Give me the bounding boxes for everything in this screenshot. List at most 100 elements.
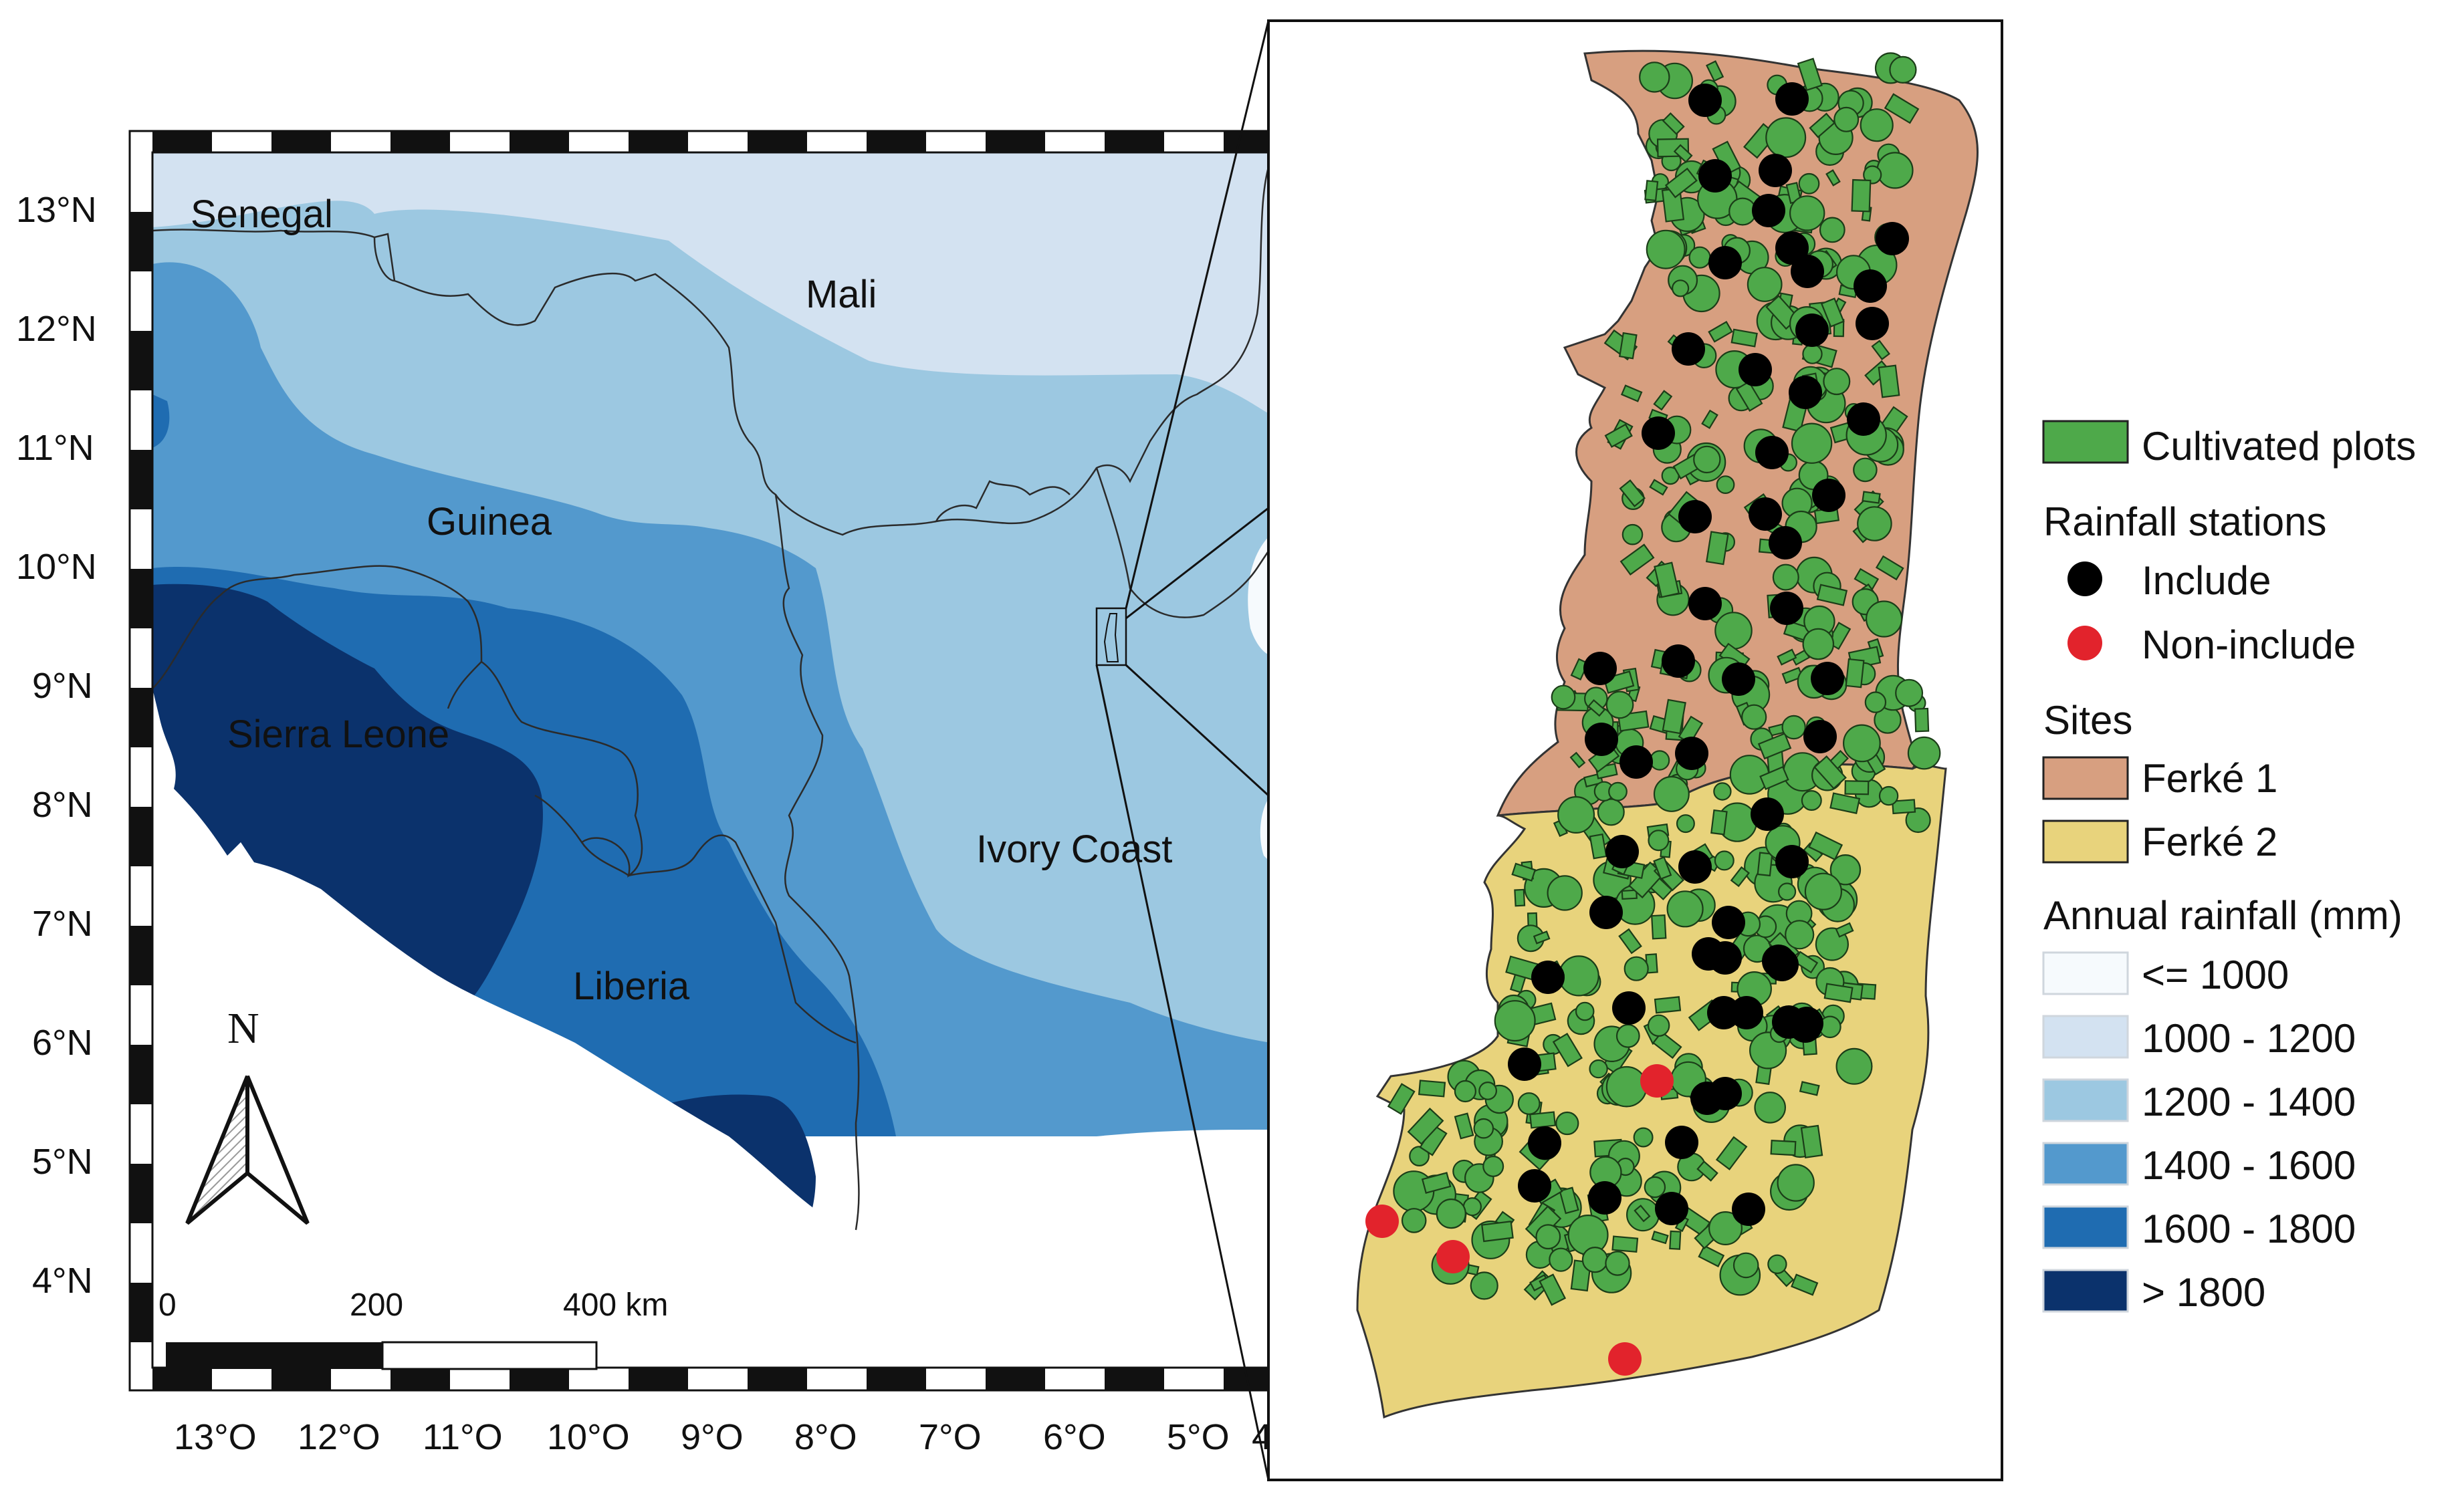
cultivated-plot (1802, 628, 1835, 660)
cultivated-plot (1863, 165, 1882, 184)
station-include (1662, 644, 1695, 678)
cultivated-plot (1421, 1172, 1452, 1194)
cultivated-plot (1804, 872, 1842, 910)
cultivated-plot (1710, 809, 1728, 836)
cultivated-plot (1619, 543, 1655, 576)
cultivated-plot (1878, 364, 1900, 398)
cultivated-plot (1654, 996, 1682, 1014)
cultivated-plot (1876, 152, 1914, 189)
cultivated-plot (1895, 678, 1924, 707)
cultivated-plot (1662, 699, 1686, 735)
cultivated-plot (1647, 1014, 1670, 1037)
cultivated-plot (1801, 789, 1822, 811)
cultivated-plot (1889, 55, 1917, 84)
station-include (1528, 1126, 1561, 1160)
cultivated-plot (1835, 1047, 1873, 1085)
cultivated-plot (1892, 799, 1916, 815)
lat-label: 10°N (16, 547, 97, 587)
cultivated-plot (1639, 61, 1670, 93)
cultivated-plot (1777, 1164, 1815, 1202)
cultivated-plot (1688, 246, 1711, 269)
lake-fragment (1248, 535, 1270, 655)
graticule-bar (130, 926, 152, 985)
lat-label: 12°N (16, 309, 97, 349)
cultivated-plot (1407, 1108, 1444, 1145)
station-include (1583, 652, 1617, 685)
cultivated-plot (1418, 1080, 1446, 1098)
station-include (1876, 222, 1909, 255)
legend-swatch-rainfall (2042, 1142, 2129, 1186)
cultivated-plot (1757, 732, 1792, 760)
cultivated-plot (1651, 914, 1667, 940)
station-include (1690, 1082, 1724, 1115)
cultivated-plot (1615, 1023, 1640, 1048)
cultivated-plot (1653, 775, 1690, 812)
cultivated-plot (1781, 715, 1806, 740)
graticule-bar (130, 212, 152, 271)
cultivated-plot (1854, 568, 1880, 590)
lat-label: 13°N (16, 190, 97, 230)
lon-label: 13°O (174, 1417, 257, 1457)
cultivated-plot (1862, 491, 1881, 504)
cultivated-plot (1557, 795, 1595, 834)
legend-label-rainfall: 1600 - 1800 (2142, 1207, 2356, 1251)
latitude-labels: 13°N 12°N 11°N 10°N 9°N 8°N 7°N 6°N 5°N … (16, 190, 97, 1301)
station-include (1665, 1126, 1698, 1159)
lon-label: 7°O (919, 1417, 982, 1457)
station-include (1531, 961, 1565, 994)
station-include (1769, 526, 1802, 559)
lat-label: 6°N (32, 1023, 93, 1063)
country-borders (152, 160, 1270, 1231)
station-include (1847, 402, 1880, 436)
scale-label: 400 km (563, 1287, 668, 1323)
cultivated-plot (1844, 780, 1870, 795)
cultivated-plot (1825, 169, 1841, 186)
cultivated-plot (1708, 1211, 1743, 1245)
station-include (1588, 1181, 1621, 1215)
longitude-labels: 13°O 12°O 11°O 10°O 9°O 8°O 7°O 6°O 5°O … (174, 1417, 1286, 1457)
graticule-bar (867, 1368, 926, 1390)
cultivated-plot (1618, 928, 1642, 955)
legend-label-rainfall: 1000 - 1200 (2142, 1016, 2356, 1061)
station-include (1672, 332, 1705, 366)
station-non-include (1436, 1240, 1470, 1273)
cultivated-plot (1730, 866, 1750, 888)
cultivated-plot (1653, 856, 1672, 880)
station-include (1712, 906, 1745, 939)
cultivated-plot (1529, 1111, 1557, 1129)
scale-bar: 0 200 400 km (158, 1287, 668, 1370)
legend-swatch-ferke-1 (2042, 756, 2129, 800)
cultivated-plot (1715, 1136, 1748, 1170)
cultivated-plot (1813, 755, 1847, 790)
graticule-bar (1105, 131, 1164, 152)
cultivated-plot (1621, 889, 1638, 900)
graticule-bar (271, 1368, 331, 1390)
cultivated-plot (1905, 807, 1931, 834)
station-include (1772, 1005, 1805, 1039)
station-include (1739, 353, 1772, 386)
cultivated-plot (1701, 409, 1718, 429)
cultivated-plot (1705, 531, 1729, 566)
country-label-guinea: Guinea (427, 500, 552, 543)
station-include (1749, 497, 1782, 531)
graticule-bar (629, 1368, 688, 1390)
scale-bar-segment-light (381, 1341, 598, 1370)
lat-label: 7°N (32, 904, 93, 944)
lon-label: 8°O (794, 1417, 857, 1457)
cultivated-plot (1829, 854, 1862, 886)
cultivated-plot (1864, 691, 1887, 713)
legend-swatch-cultivated-plots (2042, 420, 2129, 464)
lon-label: 11°O (423, 1417, 503, 1457)
station-non-include (1365, 1205, 1399, 1238)
station-include (1708, 246, 1742, 279)
cultivated-plot (1401, 1208, 1427, 1233)
cultivated-plot (1851, 178, 1872, 213)
station-include (1708, 941, 1742, 975)
lon-label: 5°O (1167, 1417, 1230, 1457)
north-arrow-icon: N (185, 1004, 310, 1225)
station-non-include (1640, 1064, 1674, 1098)
station-include (1508, 1047, 1541, 1081)
graticule-bar (130, 1283, 152, 1342)
country-label-mali: Mali (806, 273, 877, 316)
